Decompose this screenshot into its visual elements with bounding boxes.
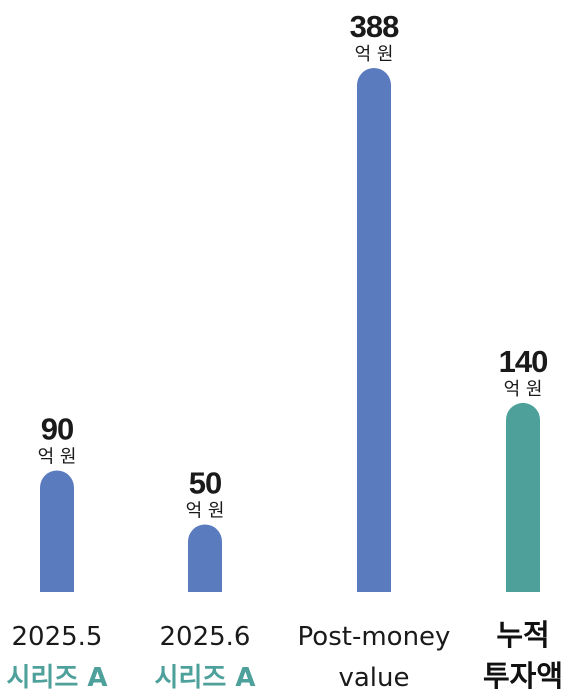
category-label-3-line-1: Post-money	[298, 622, 451, 652]
unit-label-3: 억 원	[355, 44, 394, 65]
bar-1	[40, 470, 74, 592]
bar-4	[506, 402, 540, 592]
category-label-3-line-2: value	[338, 663, 409, 693]
category-label-4-line-1: 누적	[496, 618, 549, 652]
value-label-1: 90	[41, 411, 73, 446]
category-label-2-line-1: 2025.6	[160, 622, 251, 652]
bar-3	[357, 68, 391, 592]
category-label-2-line-2: 시리즈 A	[155, 663, 256, 693]
unit-label-2: 억 원	[186, 500, 225, 521]
unit-label-4: 억 원	[504, 379, 543, 400]
unit-label-1: 억 원	[38, 446, 77, 467]
value-label-2: 50	[189, 465, 221, 500]
bar-2	[188, 524, 222, 592]
value-label-4: 140	[499, 344, 548, 379]
value-label-3: 388	[350, 9, 399, 44]
category-label-4-line-2: 투자액	[483, 659, 563, 693]
category-label-1-line-2: 시리즈 A	[7, 663, 108, 693]
category-label-1-line-1: 2025.5	[12, 622, 103, 652]
